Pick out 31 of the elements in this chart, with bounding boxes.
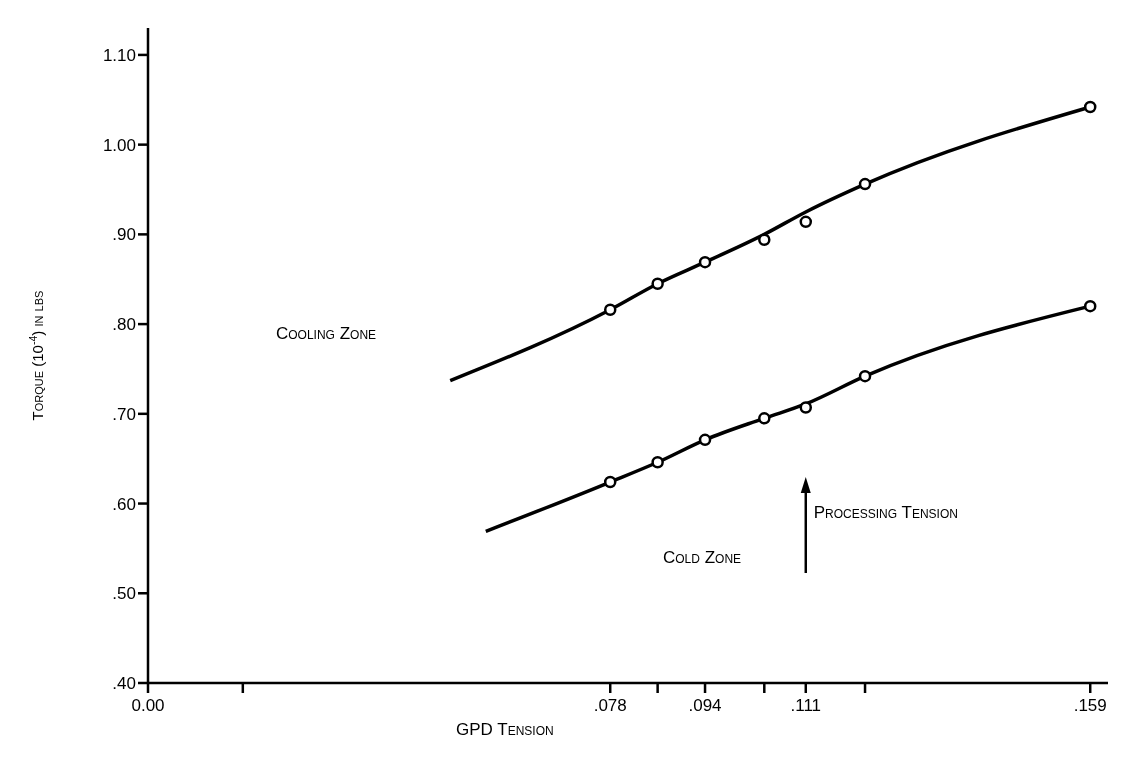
point: [1083, 100, 1097, 114]
x-axis-title: GPD Tension: [456, 720, 554, 739]
y-tick-label: .50: [112, 584, 136, 604]
point: [858, 369, 872, 383]
x-tick-label: .159: [1073, 696, 1107, 716]
y-tick-label: .60: [112, 494, 136, 514]
x-tick-label: .078: [593, 696, 627, 716]
ref-line-label: Processing Tension: [813, 503, 958, 522]
x-tick-label: .094: [688, 696, 722, 716]
point: [603, 475, 617, 489]
point: [758, 412, 771, 425]
x-tick-label: 0.00: [131, 696, 165, 716]
y-tick-label: .40: [112, 674, 136, 694]
annotation: Cooling Zone: [276, 323, 377, 343]
point: [858, 177, 872, 191]
x-tick-label: .111: [790, 696, 822, 716]
point: [698, 433, 712, 447]
point: [799, 215, 813, 229]
point: [698, 255, 712, 269]
point: [651, 277, 664, 290]
y-tick-label: 1.00: [102, 135, 136, 155]
y-tick-label: .70: [112, 404, 136, 424]
point: [799, 401, 813, 414]
point: [651, 456, 664, 469]
point: [1083, 299, 1097, 313]
y-tick-label: 1.10: [102, 45, 136, 65]
y-tick-label: .80: [112, 315, 136, 335]
point: [758, 233, 771, 246]
y-tick-label: .90: [112, 225, 136, 245]
annotation: Cold Zone: [663, 547, 742, 567]
point: [603, 303, 617, 316]
